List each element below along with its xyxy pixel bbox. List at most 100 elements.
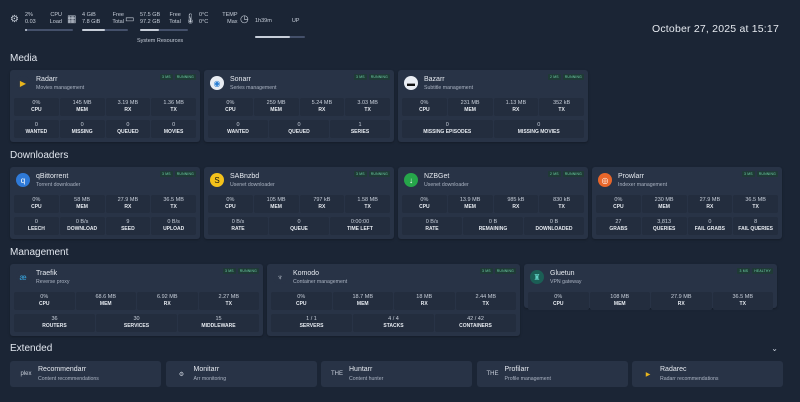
stat-value: 3,813	[657, 219, 671, 225]
stat-label: FAIL GRABS	[694, 226, 725, 232]
card-subtitle: Content recommendations	[38, 376, 99, 382]
service-stats: 0 WANTED 0 MISSING 0 QUEUED 0 MOVIES	[14, 120, 196, 138]
stat-queries: 3,813 QUERIES	[641, 217, 687, 235]
stat-download: 0 B/s DOWNLOAD	[59, 217, 105, 235]
uptime-value-col: 1h39m	[255, 18, 272, 25]
stat-mem: 105 MB MEM	[253, 195, 299, 213]
stat-label: MISSING MOVIES	[517, 129, 560, 135]
card-subtitle: Content hunter	[349, 376, 384, 382]
stat-label: MEM	[658, 204, 670, 210]
extended-card-monitarr[interactable]: ⚙ Monitarr Arr monitoring	[165, 361, 317, 387]
status-badge: 3 MS	[742, 171, 755, 177]
resource-stats: 0% CPU 108 MB MEM 27.9 MB RX 36.5 MB TX	[528, 292, 773, 310]
service-card-sabnzbd[interactable]: S SABnzbd Usenet downloader 3 MS RUNNING 0% CP…	[204, 167, 394, 239]
service-card-nzbget[interactable]: ↓ NZBGet Usenet downloader 2 MS RUNNING 0% CPU…	[398, 167, 588, 239]
stat-value: 0%	[554, 294, 563, 300]
extended-card-profilarr[interactable]: THE Profilarr Profile management	[476, 361, 628, 387]
stat-label: TX	[364, 107, 371, 113]
stat-cpu: 0% CPU	[14, 195, 59, 213]
uptime-widget: ◷ 1h39m UP	[240, 12, 305, 38]
stat-label: TX	[558, 204, 565, 210]
section-extended[interactable]: Extended	[10, 343, 53, 354]
section-media[interactable]: Media	[10, 53, 38, 64]
status-badge: 2 MS	[548, 74, 561, 80]
stat-label: SERVERS	[299, 323, 324, 329]
service-card-qbittorrent[interactable]: q qBittorrent Torrent downloader 3 MS RUNNIN…	[10, 167, 200, 239]
memory-free: 4 GiB	[82, 12, 96, 18]
stat-label: RX	[318, 107, 326, 113]
stat-value: 231 MB	[460, 100, 480, 106]
gluetun-icon: ♜	[530, 270, 544, 284]
stat-label: TX	[752, 204, 759, 210]
card-subtitle: Usenet downloader	[230, 182, 275, 188]
service-card-bazarr[interactable]: ▬ Bazarr Subtitle management 2 MS RUNNING 0% C…	[398, 70, 588, 142]
stat-cpu: 0% CPU	[271, 292, 332, 310]
stat-value: 36	[51, 316, 58, 322]
stat-label: UPLOAD	[163, 226, 185, 232]
disk-labels: Free Total	[169, 12, 181, 26]
stat-label: MISSING	[71, 129, 93, 135]
uptime-label: UP	[291, 18, 300, 24]
stat-label: CPU	[419, 204, 430, 210]
stat-tx: 36.5 MB TX	[712, 292, 773, 310]
stat-value: 0 B/s	[425, 219, 439, 225]
stat-value: 0 B	[488, 219, 498, 225]
stat-label: CONTAINERS	[459, 323, 492, 329]
stat-label: SERIES	[350, 129, 370, 135]
stat-value: 352 kB	[553, 100, 571, 106]
stat-queued: 0 QUEUED	[269, 120, 329, 138]
stat-cpu: 0% CPU	[208, 98, 253, 116]
temp-max: 0°C	[199, 19, 209, 25]
memory-bar	[82, 29, 128, 31]
cpu-load: 0.03	[25, 19, 36, 25]
stat-value: 105 MB	[266, 197, 286, 203]
service-card-radarr[interactable]: ▶ Radarr Movies management 3 MS RUNNING 0% CPU…	[10, 70, 200, 142]
stat-mem: 230 MB MEM	[641, 195, 687, 213]
stat-value: 13.9 MB	[459, 197, 481, 203]
stat-label: WANTED	[25, 129, 48, 135]
extended-card-recommendarr[interactable]: plex Recommendarr Content recommendations	[10, 361, 161, 387]
resource-stats: 0% CPU 18.7 MB MEM 18 MB RX 2.44 MB TX	[271, 292, 516, 310]
status-badge: 3 MS	[354, 74, 367, 80]
service-card-traefik[interactable]: æ Traefik Reverse proxy 3 MS RUNNING 0% CPU 68.…	[10, 264, 263, 336]
stat-mem: 18.7 MB MEM	[332, 292, 393, 310]
recommendarr-icon: plex	[20, 371, 32, 377]
card-title: Bazarr	[424, 76, 445, 83]
stat-label: GRABS	[609, 226, 628, 232]
service-card-prowlarr[interactable]: ◎ Prowlarr Indexer management 3 MS RUNNING 0%…	[592, 167, 782, 239]
status-badges: 3 MS RUNNING	[354, 74, 390, 80]
card-title: qBittorrent	[36, 173, 69, 180]
resource-stats: 0% CPU 145 MB MEM 3.19 MB RX 1.36 MB TX	[14, 98, 196, 116]
card-title: Profilarr	[504, 366, 530, 373]
stat-cpu: 0% CPU	[402, 98, 447, 116]
status-badge: RUNNING	[494, 268, 516, 274]
sonarr-icon: ◉	[210, 76, 224, 90]
collapse-chevron-icon[interactable]: ⌄	[771, 344, 778, 353]
stat-label: CPU	[31, 107, 42, 113]
extended-card-huntarr[interactable]: THE Huntarr Content hunter	[321, 361, 472, 387]
service-card-komodo[interactable]: ♆ Komodo Container management 3 MS RUNNING 0%…	[267, 264, 520, 336]
stat-value: 0	[126, 122, 130, 128]
stat-value: 797 kB	[313, 197, 331, 203]
card-subtitle: Torrent downloader	[36, 182, 81, 188]
service-card-sonarr[interactable]: ◉ Sonarr Series management 3 MS RUNNING 0% CPU…	[204, 70, 394, 142]
stat-value: 30	[133, 316, 140, 322]
resource-stats: 0% CPU 13.9 MB MEM 985 kB RX 830 kB TX	[402, 195, 584, 213]
stat-label: TX	[170, 204, 177, 210]
stat-rx: 985 kB RX	[493, 195, 539, 213]
service-card-gluetun[interactable]: ♜ Gluetun VPN gateway 3 MS HEALTHY 0% CPU 108 M…	[524, 264, 777, 310]
status-badge: 2 MS	[548, 171, 561, 177]
stat-value: 0%	[226, 100, 235, 106]
stat-value: 4 / 4	[388, 316, 399, 322]
stat-servers: 1 / 1 SERVERS	[271, 314, 352, 332]
stat-seed: 9 SEED	[105, 217, 151, 235]
stat-fail-grabs: 0 FAIL GRABS	[687, 217, 733, 235]
stat-label: RATE	[231, 226, 245, 232]
extended-card-radarec[interactable]: ▶ Radarec Radarr recommendations	[632, 361, 783, 387]
status-badge: RUNNING	[562, 171, 584, 177]
huntarr-icon: THE	[331, 371, 343, 377]
section-downloaders[interactable]: Downloaders	[10, 150, 69, 161]
section-management[interactable]: Management	[10, 247, 69, 258]
stat-value: 1.36 MB	[163, 100, 184, 106]
nzbget-icon: ↓	[404, 173, 418, 187]
